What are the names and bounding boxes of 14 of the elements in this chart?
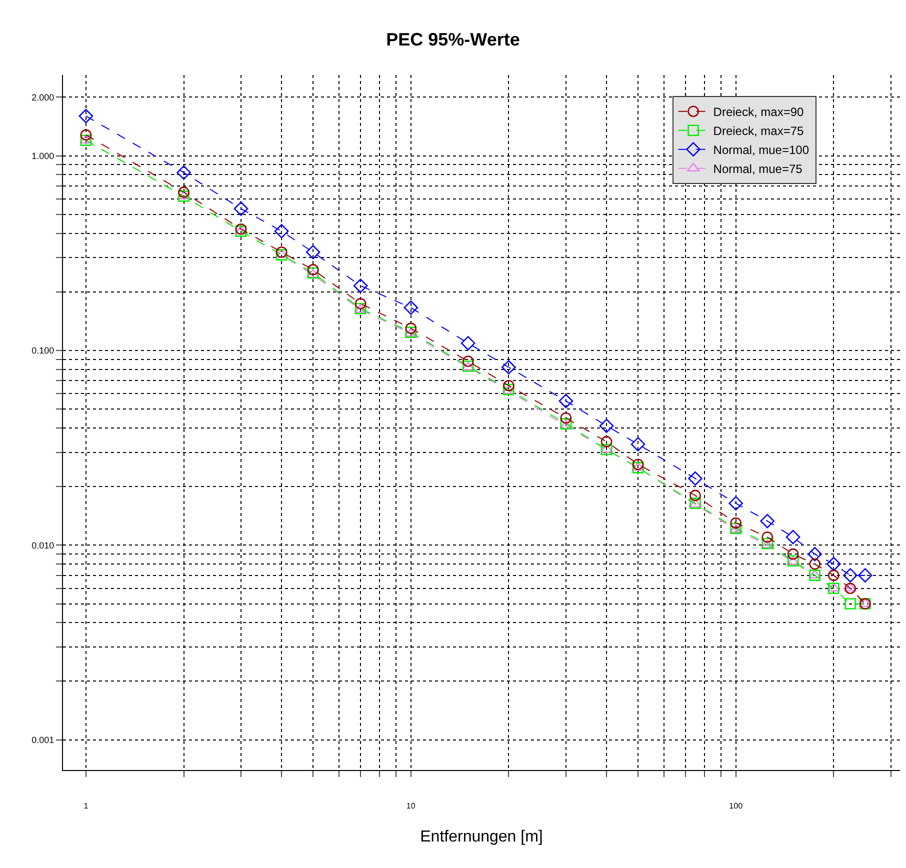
legend-label: Normal, mue=75 (713, 162, 803, 176)
legend-label: Dreieck, max=75 (713, 124, 804, 138)
x-axis-title: Entfernungen [m] (420, 828, 543, 846)
chart-title: PEC 95%-Werte (386, 29, 520, 50)
legend-label: Normal, mue=100 (713, 143, 810, 158)
y-tick-label: 2.000 (32, 92, 54, 102)
x-tick-label: 1 (84, 802, 89, 811)
y-tick-label: 0.010 (32, 540, 54, 550)
y-tick-label: 1.000 (32, 150, 54, 161)
y-tick-label: 0.001 (32, 734, 54, 745)
y-tick-label: 0.100 (32, 346, 54, 356)
legend-label: Dreieck, max=90 (713, 105, 804, 120)
x-tick-label: 10 (406, 802, 416, 811)
x-tick-label: 100 (729, 802, 744, 811)
